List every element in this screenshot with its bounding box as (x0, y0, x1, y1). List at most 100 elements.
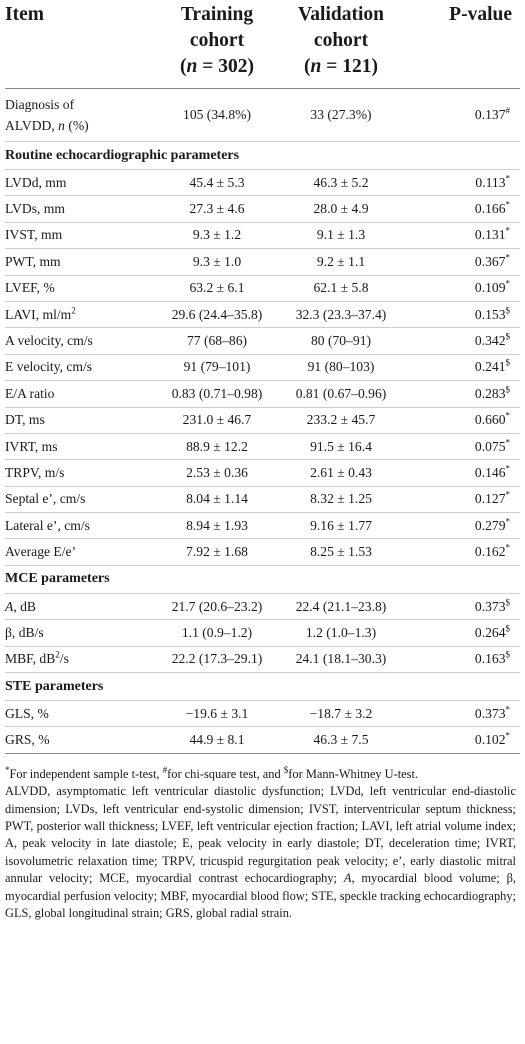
validation-value: 46.3 ± 7.5 (279, 726, 403, 754)
test-mark: * (505, 278, 511, 289)
table-row: Lateral e’, cm/s 8.94 ± 1.93 9.16 ± 1.77 0.… (5, 512, 520, 540)
test-mark: # (505, 105, 511, 116)
validation-value: 233.2 ± 45.7 (279, 407, 403, 434)
row-label: LVDd, mm (5, 169, 155, 197)
row-label: MBF, dB2/s (5, 646, 155, 674)
table-row: β, dB/s 1.1 (0.9–1.2) 1.2 (1.0–1.3) 0.264$ (5, 619, 520, 647)
table-row: E velocity, cm/s 91 (79–101) 91 (80–103) 0.… (5, 354, 520, 382)
test-mark: $ (505, 305, 511, 316)
p-value: 0.373$ (403, 593, 520, 621)
table-row: A velocity, cm/s 77 (68–86) 80 (70–91) 0.34… (5, 327, 520, 355)
test-mark: * (505, 252, 511, 263)
p-value: 0.241$ (403, 354, 520, 382)
training-value: 1.1 (0.9–1.2) (155, 619, 279, 647)
test-mark: * (505, 463, 511, 474)
row-label: Septal e’, cm/s (5, 486, 155, 514)
row-label: LAVI, ml/m2 (5, 301, 155, 329)
row-label: Average E/e’ (5, 538, 155, 566)
test-mark: $ (505, 597, 511, 608)
row-label: TRPV, m/s (5, 459, 155, 487)
validation-value: 2.61 ± 0.43 (279, 459, 403, 487)
training-value: 105 (34.8%) (155, 88, 279, 142)
p-value: 0.137# (403, 88, 520, 142)
row-label: A velocity, cm/s (5, 327, 155, 355)
p-value: 0.373* (403, 700, 520, 728)
validation-value: 28.0 ± 4.9 (279, 195, 403, 223)
p-value: 0.660* (403, 407, 520, 434)
p-value: 0.102* (403, 726, 520, 754)
row-label: DT, ms (5, 407, 155, 434)
header-training: Training cohort (n = 302) (155, 0, 279, 89)
validation-value: 91.5 ± 16.4 (279, 433, 403, 461)
p-value: 0.283$ (403, 380, 520, 408)
p-value: 0.166* (403, 195, 520, 223)
table-row: LVEF, % 63.2 ± 6.1 62.1 ± 5.8 0.109* (5, 275, 520, 302)
validation-value: 9.2 ± 1.1 (279, 248, 403, 276)
p-value: 0.342$ (403, 327, 520, 355)
validation-value: 22.4 (21.1–23.8) (279, 593, 403, 621)
table-row: DT, ms 231.0 ± 46.7 233.2 ± 45.7 0.660* (5, 407, 520, 434)
table-row: GRS, % 44.9 ± 8.1 46.3 ± 7.5 0.102* (5, 726, 520, 754)
table-row: TRPV, m/s 2.53 ± 0.36 2.61 ± 0.43 0.146* (5, 459, 520, 487)
comparison-table: Item Training cohort (n = 302) Validatio… (5, 0, 520, 754)
row-label: IVRT, ms (5, 433, 155, 461)
validation-value: −18.7 ± 3.2 (279, 700, 403, 728)
section-routine: Routine echocardiographic parameters (5, 141, 520, 170)
row-label: A, dB (5, 593, 155, 621)
test-mark: * (505, 730, 511, 741)
training-value: 21.7 (20.6–23.2) (155, 593, 279, 621)
training-value: 29.6 (24.4–35.8) (155, 301, 279, 329)
table-row: E/A ratio 0.83 (0.71–0.98) 0.81 (0.67–0.96… (5, 380, 520, 408)
table-row-diagnosis: Diagnosis of ALVDD, n (%) 105 (34.8%) 33… (5, 88, 520, 142)
training-value: 77 (68–86) (155, 327, 279, 355)
test-mark: * (505, 225, 511, 236)
training-value: 22.2 (17.3–29.1) (155, 646, 279, 674)
section-ste: STE parameters (5, 672, 520, 702)
table-row: GLS, % −19.6 ± 3.1 −18.7 ± 3.2 0.373* (5, 700, 520, 728)
test-mark: $ (505, 649, 511, 660)
header-validation-n: (n = 121) (304, 56, 378, 77)
test-mark: * (505, 489, 511, 500)
p-value: 0.131* (403, 222, 520, 250)
validation-value: 9.16 ± 1.77 (279, 512, 403, 540)
header-pvalue: P-value (403, 0, 520, 89)
p-value: 0.127* (403, 486, 520, 514)
training-value: 9.3 ± 1.0 (155, 248, 279, 276)
test-mark: $ (505, 331, 511, 342)
validation-value: 0.81 (0.67–0.96) (279, 380, 403, 408)
row-label: GLS, % (5, 700, 155, 728)
test-mark: $ (505, 384, 511, 395)
test-mark: * (505, 516, 511, 527)
header-validation: Validation cohort (n = 121) (279, 0, 403, 89)
training-value: 8.94 ± 1.93 (155, 512, 279, 540)
table-footnote: *For independent sample t-test, #for chi… (5, 765, 520, 923)
table-row: A, dB 21.7 (20.6–23.2) 22.4 (21.1–23.8) 0.3… (5, 593, 520, 621)
p-value: 0.109* (403, 275, 520, 302)
p-value: 0.146* (403, 459, 520, 487)
validation-value: 91 (80–103) (279, 354, 403, 382)
training-value: 45.4 ± 5.3 (155, 169, 279, 197)
test-mark: $ (505, 623, 511, 634)
row-label: β, dB/s (5, 619, 155, 647)
test-mark: $ (505, 357, 511, 368)
row-label: LVEF, % (5, 275, 155, 302)
p-value: 0.367* (403, 248, 520, 276)
table-row: IVST, mm 9.3 ± 1.2 9.1 ± 1.3 0.131* (5, 222, 520, 250)
p-value: 0.075* (403, 433, 520, 461)
training-value: 2.53 ± 0.36 (155, 459, 279, 487)
training-value: 9.3 ± 1.2 (155, 222, 279, 250)
validation-value: 8.32 ± 1.25 (279, 486, 403, 514)
row-label: IVST, mm (5, 222, 155, 250)
test-mark: * (505, 437, 511, 448)
table-row: LVDd, mm 45.4 ± 5.3 46.3 ± 5.2 0.113* (5, 169, 520, 197)
training-value: 7.92 ± 1.68 (155, 538, 279, 566)
training-value: 8.04 ± 1.14 (155, 486, 279, 514)
table-row: MBF, dB2/s 22.2 (17.3–29.1) 24.1 (18.1–30.… (5, 646, 520, 674)
training-value: −19.6 ± 3.1 (155, 700, 279, 728)
validation-value: 9.1 ± 1.3 (279, 222, 403, 250)
footnote-abbreviations: ALVDD, asymptomatic left ventricular dia… (5, 784, 516, 921)
row-label: E/A ratio (5, 380, 155, 408)
table-row: LVDs, mm 27.3 ± 4.6 28.0 ± 4.9 0.166* (5, 195, 520, 223)
validation-value: 8.25 ± 1.53 (279, 538, 403, 566)
